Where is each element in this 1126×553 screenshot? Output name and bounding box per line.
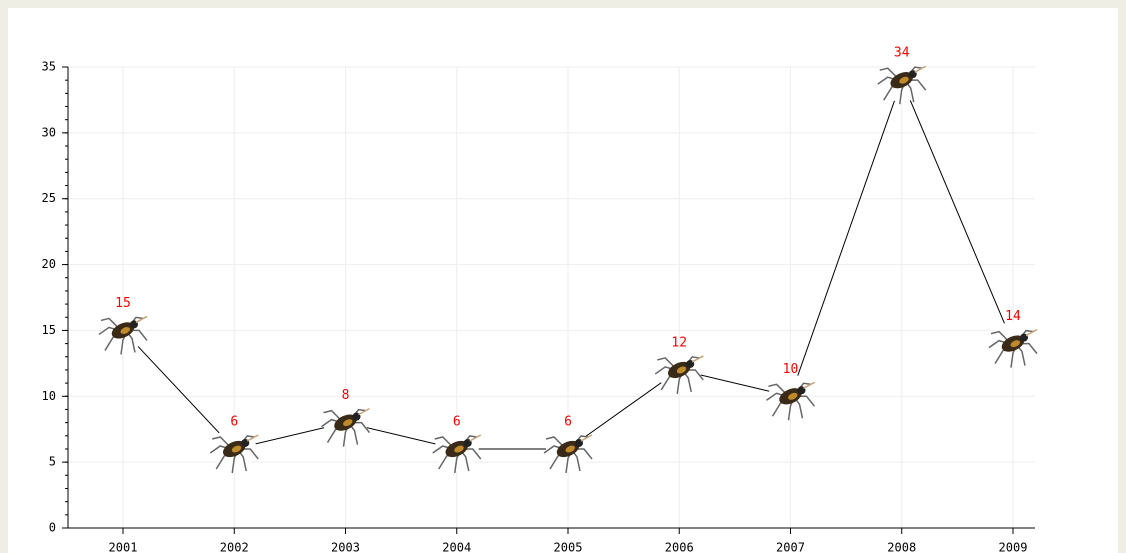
bug-leg [576,448,593,460]
data-label: 15 [115,296,131,311]
bug-leg [798,395,816,407]
bug-leg [657,357,674,367]
bug-leg [434,436,452,446]
x-tick-label: 2001 [109,541,138,553]
bug-leg [545,436,563,446]
bug-leg [990,330,1008,341]
bug-antenna [135,315,148,324]
x-tick-label: 2009 [999,541,1028,553]
data-label: 10 [783,362,799,377]
bug-marker [877,58,927,105]
bug-antenna [914,65,927,73]
x-tick-label: 2008 [887,541,916,553]
bug-leg [131,329,148,341]
y-tick-label: 5 [49,455,56,469]
bug-spot [676,366,687,374]
bug-marker [654,347,704,395]
bug-leg [1018,347,1026,366]
bug-leg [353,421,371,434]
x-tick-label: 2006 [665,541,694,553]
bug-leg [909,79,927,91]
bug-leg [907,83,915,103]
bug-antenna [803,381,815,389]
bug-leg [242,448,259,460]
bug-leg [573,452,581,472]
bug-spot [454,445,464,453]
data-label: 12 [671,335,687,350]
bug-leg [323,409,341,420]
x-tick-label: 2005 [554,541,583,553]
bug-marker [766,374,816,421]
bug-leg [464,448,482,460]
y-tick-label: 35 [42,60,56,74]
bug-marker [543,426,593,474]
bug-spot [343,419,353,427]
bug-marker [988,321,1038,368]
y-tick-label: 0 [49,521,56,535]
x-tick-label: 2004 [442,541,471,553]
data-label: 6 [453,414,461,429]
bug-spot [120,327,130,334]
bug-marker [209,426,259,474]
bug-antenna [469,434,482,442]
bug-leg [687,369,704,381]
data-label: 6 [230,414,238,429]
bug-antenna [1025,328,1038,337]
bug-leg [128,333,136,353]
bug-spot [565,445,575,453]
y-tick-label: 10 [42,389,56,403]
bug-spot [231,445,242,453]
bug-leg [462,452,470,472]
bug-spot [1010,340,1020,348]
bug-leg [212,436,229,446]
bug-antenna [580,434,593,442]
data-label: 14 [1005,309,1021,324]
bug-leg [100,317,118,327]
bug-antenna [358,407,370,416]
y-tick-label: 30 [42,125,56,139]
bug-leg [795,399,804,419]
data-label: 8 [342,388,350,403]
x-tick-label: 2002 [220,541,249,553]
bug-leg [684,373,692,393]
bug-spot [788,392,798,400]
bug-antenna [691,355,704,363]
bug-spot [899,76,909,84]
bug-leg [768,383,786,393]
bug-leg [879,67,897,77]
y-tick-label: 20 [42,257,56,271]
bug-antenna [246,434,259,442]
y-tick-label: 15 [42,323,56,337]
x-tick-label: 2007 [776,541,805,553]
bug-leg [350,426,359,445]
y-tick-label: 25 [42,191,56,205]
bug-leg [1021,342,1038,355]
bug-marker [432,426,482,474]
bug-marker [321,400,371,447]
x-tick-label: 2003 [331,541,360,553]
bug-marker [98,308,148,355]
data-label: 6 [564,414,572,429]
data-label: 34 [894,46,910,61]
bug-leg [239,452,247,472]
